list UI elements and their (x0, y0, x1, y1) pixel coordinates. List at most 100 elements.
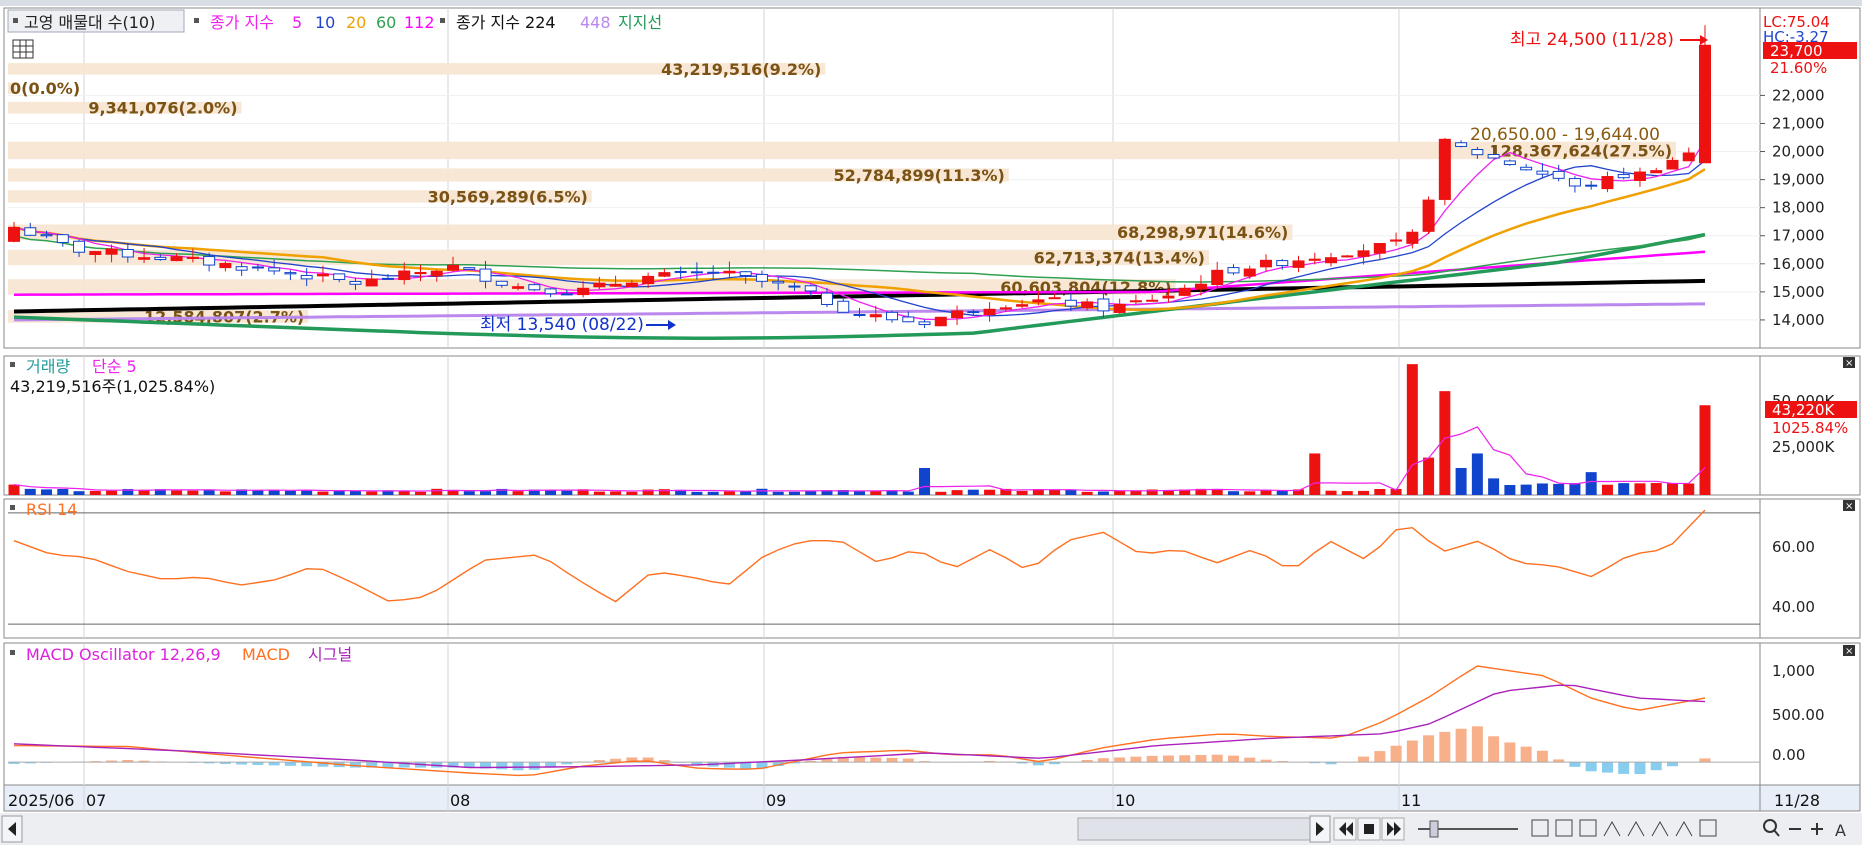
x-label: 08 (450, 791, 470, 810)
candle-body (1326, 258, 1337, 263)
font-icon[interactable]: A (1835, 821, 1846, 840)
signal-label[interactable]: 시그널 (308, 645, 352, 664)
volume-bar (1651, 483, 1662, 495)
volume-bar (9, 485, 20, 495)
forward-button[interactable] (1382, 818, 1404, 840)
candle-body (1423, 200, 1434, 231)
candle-body (513, 287, 524, 289)
oscillator-bar (1423, 735, 1434, 762)
volume-bar (1407, 364, 1418, 495)
candle-body (984, 309, 995, 314)
volume-bar (1244, 491, 1255, 495)
oscillator-bar (1634, 762, 1645, 774)
legend-ma-label[interactable]: 종가 지수 (210, 13, 274, 32)
candle-body (1569, 179, 1580, 186)
volume-bar (25, 489, 36, 495)
volume-bar (464, 491, 475, 495)
volume-bar (805, 491, 816, 495)
volume-title[interactable]: 거래량 (26, 357, 70, 376)
volume-bar (1537, 483, 1548, 495)
volume-bar (919, 468, 930, 495)
y-tick-label: 22,000 (1772, 86, 1825, 104)
profile-label: 43,219,516(9.2%) (661, 60, 821, 79)
candle-body (1228, 268, 1239, 273)
close-icon[interactable]: × (1843, 645, 1855, 657)
candle-body (887, 312, 898, 319)
rsi-tick: 40.00 (1772, 598, 1815, 616)
high-annotation: 최고 24,500 (11/28) (1510, 30, 1674, 50)
volume-bar (789, 492, 800, 495)
volume-bar (1017, 491, 1028, 495)
oscillator-bar (1439, 732, 1450, 762)
candle-body (1553, 171, 1564, 178)
volume-bar (1277, 491, 1288, 495)
x-label: 10 (1115, 791, 1135, 810)
oscillator-bar (1472, 726, 1483, 762)
candle-body (1700, 45, 1711, 162)
oscillator-bar (1163, 755, 1174, 762)
legend-ma-10[interactable]: 10 (315, 13, 335, 32)
oscillator-bar (496, 762, 507, 769)
legend-support[interactable]: 지지선 (618, 13, 662, 32)
oscillator-bar (1130, 757, 1141, 762)
legend-ma-112[interactable]: 112 (404, 13, 435, 32)
volume-bar (1374, 489, 1385, 495)
rewind-button[interactable] (1334, 818, 1356, 840)
volume-bar (366, 492, 377, 495)
table-icon[interactable] (13, 40, 33, 58)
volume-ma-label[interactable]: 단순 5 (92, 357, 137, 376)
bottom-toolbar: A (0, 813, 1862, 845)
candle-body (1293, 261, 1304, 267)
pane-frame (4, 356, 1860, 495)
candle-body (740, 272, 751, 276)
candle-body (1667, 160, 1678, 169)
legend-ma-60[interactable]: 60 (376, 13, 396, 32)
macd-label[interactable]: MACD (242, 645, 290, 664)
x-label: 11 (1401, 791, 1421, 810)
candle-body (1358, 251, 1369, 257)
legend-ma-20[interactable]: 20 (346, 13, 366, 32)
profile-label: 0(0.0%) (10, 79, 80, 98)
rsi-title[interactable]: RSI 14 (26, 500, 77, 519)
y-tick-label: 19,000 (1772, 171, 1825, 189)
volume-bar (1683, 484, 1694, 495)
candle-body (1049, 298, 1060, 299)
candle-body (724, 271, 735, 273)
candle-body (1618, 175, 1629, 178)
oscillator-bar (1602, 762, 1613, 773)
volume-bar (252, 490, 263, 495)
legend-ma2-label[interactable]: 종가 지수 224 (456, 13, 556, 32)
macd-title[interactable]: MACD Oscillator 12,26,9 (26, 645, 221, 664)
legend-marker (10, 362, 15, 367)
candle-body (1472, 150, 1483, 155)
volume-bar (1521, 485, 1532, 495)
oscillator-bar (1228, 756, 1239, 762)
candle-body (171, 257, 182, 261)
profile-label: 68,298,971(14.6%) (1117, 223, 1288, 242)
volume-bar (431, 489, 442, 495)
stop-button[interactable] (1358, 818, 1380, 840)
volume-bar (1228, 491, 1239, 495)
close-icon[interactable]: × (1843, 500, 1855, 512)
legend-box-label[interactable]: 고영 매물대 수(10) (24, 13, 155, 32)
close-icon[interactable]: × (1843, 357, 1855, 369)
oscillator-bar (1407, 741, 1418, 763)
legend-ma-448[interactable]: 448 (580, 13, 611, 32)
oscillator-bar (903, 759, 914, 763)
candle-body (578, 288, 589, 294)
candle-body (1244, 269, 1255, 276)
candle-body (301, 275, 312, 278)
candle-body (382, 278, 393, 279)
legend-ma-5[interactable]: 5 (292, 13, 302, 32)
oscillator-bar (610, 759, 621, 762)
low-annotation: 최저 13,540 (08/22) (480, 315, 644, 335)
volume-bar (1488, 478, 1499, 495)
scrollbar-thumb[interactable] (1078, 818, 1310, 840)
volume-bar (1569, 483, 1580, 495)
volume-bar (187, 491, 198, 495)
candle-body (1521, 167, 1532, 170)
volume-bar (773, 492, 784, 495)
volume-bar (1326, 491, 1337, 495)
candle-body (9, 227, 20, 241)
